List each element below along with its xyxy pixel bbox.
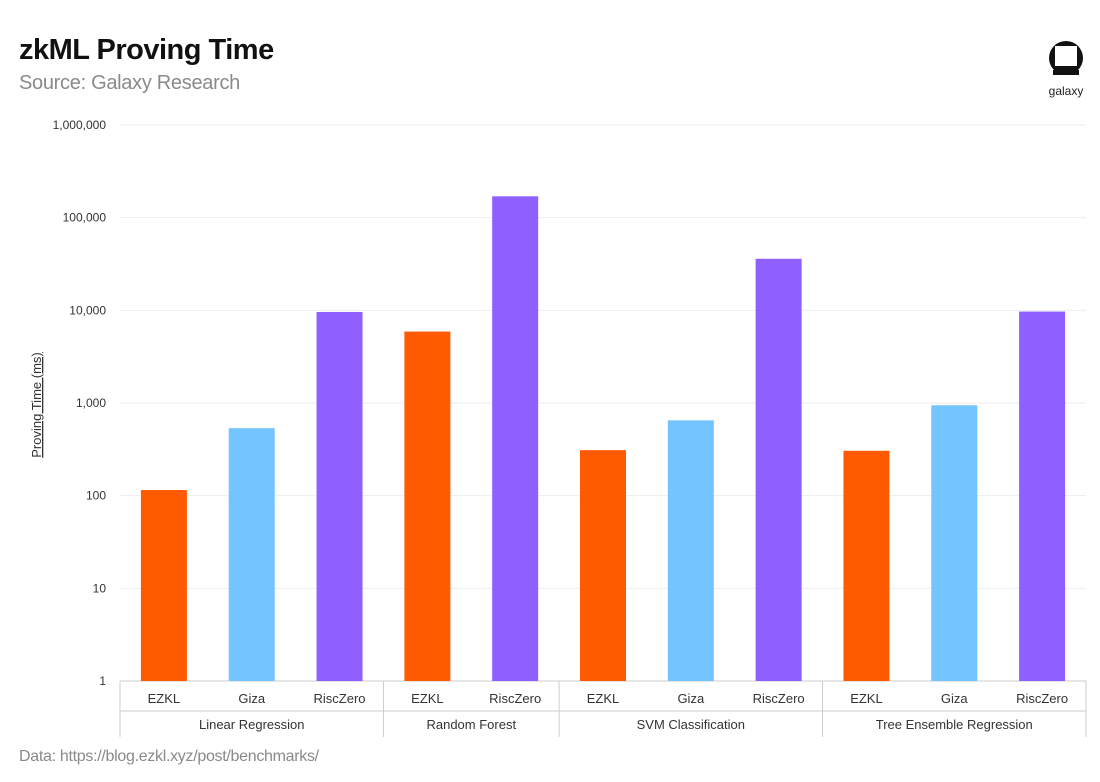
x-tick-label: Giza: [677, 691, 705, 706]
group-label: Tree Ensemble Regression: [876, 717, 1033, 732]
x-tick-label: Giza: [941, 691, 969, 706]
data-source-note: Data: https://blog.ezkl.xyz/post/benchma…: [19, 748, 319, 765]
group-label: Random Forest: [426, 717, 516, 732]
x-tick-label: RiscZero: [489, 691, 541, 706]
bar-random-forest-ezkl: [404, 331, 451, 681]
group-label: Linear Regression: [199, 717, 305, 732]
y-tick-label: 1: [99, 674, 106, 688]
bar-svm-classification-giza: [667, 420, 714, 681]
x-tick-label: RiscZero: [1016, 691, 1068, 706]
y-tick-label: 10,000: [69, 303, 106, 317]
y-tick-label: 100,000: [63, 211, 107, 225]
galaxy-logo-icon: [1049, 41, 1083, 75]
x-tick-label: Giza: [238, 691, 266, 706]
y-tick-label: 1,000: [76, 396, 106, 410]
galaxy-logo: galaxy: [1040, 40, 1092, 98]
bar-linear-regression-ezkl: [140, 490, 187, 681]
bar-svm-classification-risczero: [755, 258, 802, 681]
group-label: SVM Classification: [637, 717, 745, 732]
bar-linear-regression-risczero: [316, 311, 363, 681]
x-tick-label: EZKL: [411, 691, 444, 706]
bar-random-forest-risczero: [492, 196, 539, 681]
bar-tree-ensemble-regression-ezkl: [843, 450, 890, 681]
bar-tree-ensemble-regression-risczero: [1019, 311, 1066, 681]
bar-linear-regression-giza: [228, 428, 275, 681]
y-tick-label: 10: [93, 581, 107, 595]
y-tick-label: 1,000,000: [53, 118, 107, 132]
logo-text: galaxy: [1048, 84, 1084, 98]
chart-subtitle: Source: Galaxy Research: [19, 72, 240, 94]
x-tick-label: RiscZero: [753, 691, 805, 706]
y-axis-label: Proving Time (ms): [29, 352, 44, 457]
chart-title: zkML Proving Time: [19, 34, 274, 66]
x-tick-label: EZKL: [850, 691, 883, 706]
bar-svm-classification-ezkl: [580, 450, 626, 681]
x-tick-label: EZKL: [587, 691, 620, 706]
bar-tree-ensemble-regression-giza: [931, 405, 978, 681]
x-tick-label: RiscZero: [314, 691, 366, 706]
y-tick-label: 100: [86, 489, 106, 503]
x-tick-label: EZKL: [148, 691, 181, 706]
